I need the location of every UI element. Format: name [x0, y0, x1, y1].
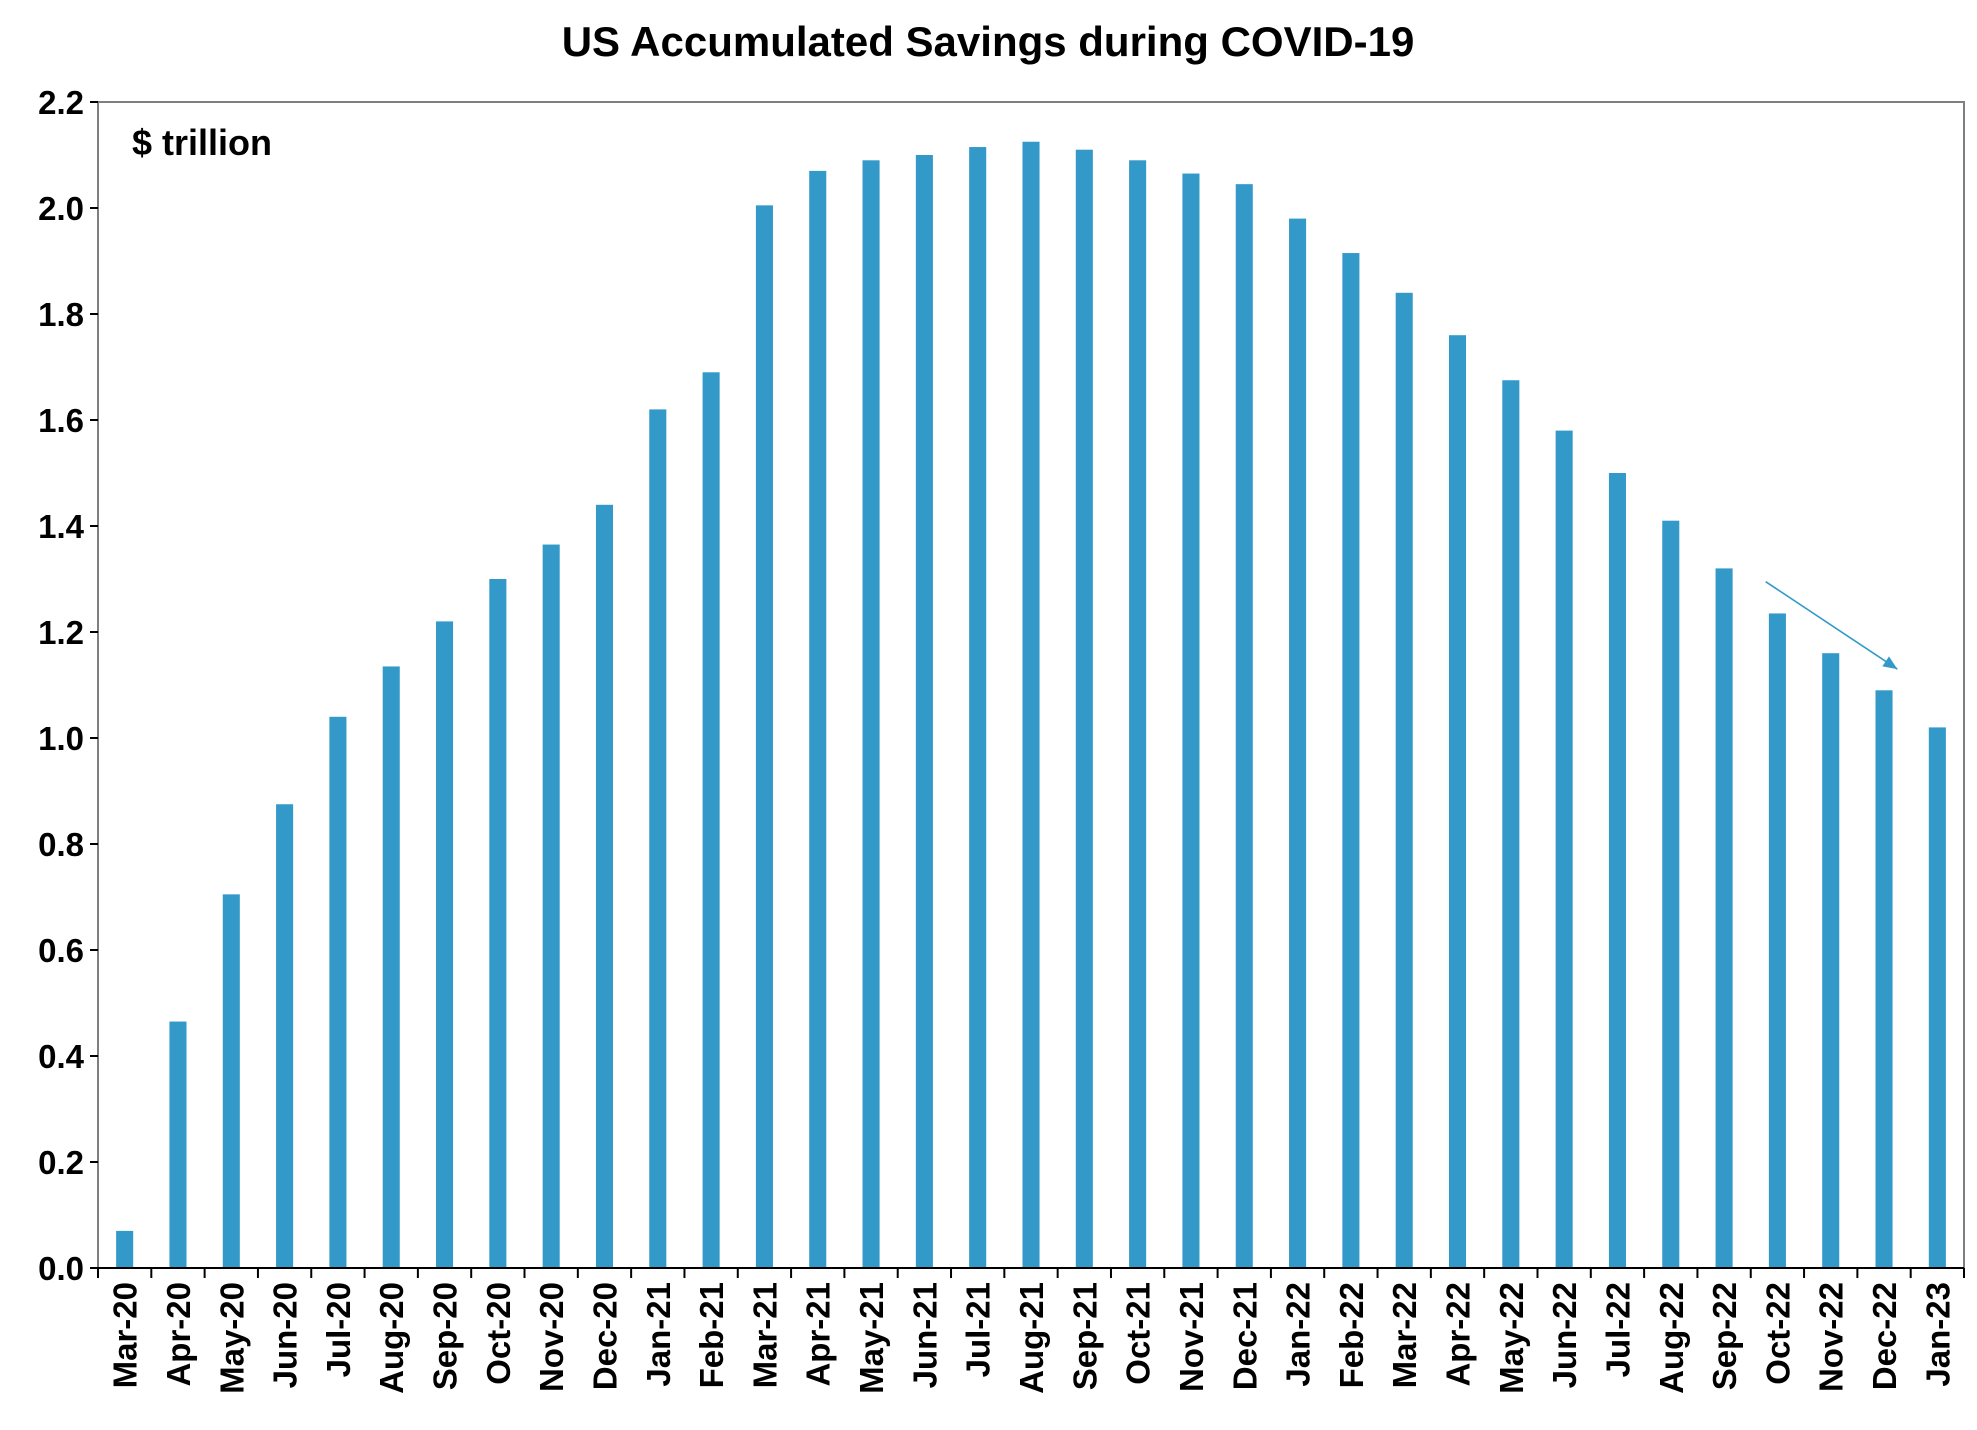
- x-tick-label: Apr-21: [800, 1282, 837, 1387]
- bar-jan-21: [649, 409, 667, 1268]
- x-tick-label: Mar-21: [746, 1282, 783, 1388]
- x-tick-label: Jun-20: [267, 1282, 304, 1388]
- y-tick-label: 0.4: [38, 1038, 85, 1075]
- x-tick-label: May-21: [853, 1282, 890, 1394]
- bar-jan-23: [1928, 727, 1946, 1268]
- bar-jul-20: [329, 716, 347, 1268]
- bar-jun-20: [276, 804, 294, 1268]
- x-tick-label: Mar-22: [1386, 1282, 1423, 1388]
- x-tick-label: Aug-21: [1013, 1282, 1050, 1394]
- x-tick-label: Nov-20: [533, 1282, 570, 1392]
- bar-sep-20: [436, 621, 454, 1268]
- bar-dec-22: [1875, 690, 1893, 1268]
- bar-may-20: [222, 894, 240, 1268]
- x-tick-label: May-20: [213, 1282, 250, 1394]
- bar-aug-22: [1662, 520, 1680, 1268]
- x-tick-label: Sep-21: [1066, 1282, 1103, 1390]
- x-tick-label: Sep-22: [1706, 1282, 1743, 1390]
- x-tick-label: Nov-21: [1173, 1282, 1210, 1392]
- x-tick-label: Aug-22: [1653, 1282, 1690, 1394]
- x-tick-label: Sep-20: [427, 1282, 464, 1390]
- y-tick-label: 0.2: [38, 1144, 84, 1181]
- bar-may-22: [1502, 380, 1520, 1268]
- x-tick-label: Jun-21: [906, 1282, 943, 1388]
- x-tick-label: Jul-22: [1599, 1282, 1636, 1377]
- bar-oct-20: [489, 579, 507, 1268]
- x-tick-label: Jan-22: [1280, 1282, 1317, 1387]
- x-tick-label: Oct-20: [480, 1282, 517, 1385]
- bar-jun-21: [915, 155, 933, 1268]
- bar-may-21: [862, 160, 880, 1268]
- y-tick-label: 1.2: [38, 614, 84, 651]
- bar-dec-21: [1235, 184, 1253, 1268]
- x-tick-label: Dec-22: [1866, 1282, 1903, 1390]
- x-tick-label: Jul-20: [320, 1282, 357, 1377]
- bar-apr-22: [1448, 335, 1467, 1268]
- bar-nov-21: [1182, 173, 1200, 1268]
- bar-feb-22: [1342, 253, 1360, 1269]
- x-tick-label: Jan-21: [640, 1282, 677, 1387]
- bar-jan-22: [1289, 218, 1307, 1269]
- x-tick-label: Jun-22: [1546, 1282, 1583, 1388]
- x-axis: Mar-20 Apr-20 May-20 Jun-20 Jul-20 Aug-20 Sep-…: [97, 1267, 1965, 1394]
- x-tick-label: May-22: [1493, 1282, 1530, 1394]
- x-tick-label: Feb-21: [693, 1282, 730, 1388]
- x-tick-label: Dec-21: [1226, 1282, 1263, 1390]
- y-tick-label: 1.8: [38, 296, 84, 333]
- x-tick-label: Aug-20: [373, 1282, 410, 1394]
- y-tick-label: 0.6: [38, 932, 84, 969]
- trend-arrow-line: [1765, 580, 1898, 670]
- bar-nov-20: [542, 544, 560, 1268]
- unit-label: $ trillion: [132, 122, 272, 163]
- bar-mar-21: [755, 205, 773, 1269]
- y-tick-label: 1.4: [38, 508, 85, 545]
- x-tick-label: Apr-22: [1440, 1282, 1477, 1387]
- bar-sep-21: [1075, 149, 1093, 1269]
- trend-arrow-head: [1882, 656, 1898, 670]
- annotations: [1765, 580, 1898, 670]
- x-tick-label: Oct-21: [1120, 1282, 1157, 1385]
- x-tick-label: Mar-20: [107, 1282, 144, 1388]
- x-tick-label: Oct-22: [1759, 1282, 1796, 1385]
- x-tick-label: Apr-20: [160, 1282, 197, 1387]
- y-tick-label: 2.0: [38, 190, 84, 227]
- y-tick-label: 1.6: [38, 402, 84, 439]
- bars-group: [116, 141, 1946, 1269]
- bar-oct-21: [1129, 160, 1147, 1268]
- bar-feb-21: [702, 372, 720, 1268]
- bar-mar-22: [1395, 292, 1413, 1268]
- bar-oct-22: [1768, 613, 1786, 1268]
- y-axis: 0.0 0.2 0.4 0.6 0.8 1.0 1.2 1.4 1.6 1.8 2.0 2.2: [38, 84, 98, 1287]
- bar-apr-20: [169, 1021, 187, 1268]
- bar-sep-22: [1715, 568, 1733, 1268]
- x-tick-label: Nov-22: [1813, 1282, 1850, 1392]
- bar-jun-22: [1555, 430, 1573, 1269]
- bar-dec-20: [595, 504, 614, 1268]
- bar-jul-22: [1608, 473, 1626, 1268]
- bar-nov-22: [1822, 653, 1840, 1268]
- bar-aug-21: [1022, 141, 1040, 1268]
- x-tick-label: Jan-23: [1919, 1282, 1956, 1387]
- x-tick-label: Feb-22: [1333, 1282, 1370, 1388]
- bar-jul-21: [969, 147, 987, 1268]
- x-tick-label: Dec-20: [586, 1282, 623, 1390]
- x-tick-label: Jul-21: [960, 1282, 997, 1377]
- y-tick-label: 0.8: [38, 826, 84, 863]
- chart-title: US Accumulated Savings during COVID-19: [562, 18, 1415, 65]
- y-tick-label: 1.0: [38, 720, 84, 757]
- bar-apr-21: [809, 170, 827, 1268]
- bar-aug-20: [382, 666, 400, 1268]
- y-tick-label: 0.0: [38, 1250, 84, 1287]
- y-tick-label: 2.2: [38, 84, 84, 121]
- bar-mar-20: [116, 1230, 134, 1268]
